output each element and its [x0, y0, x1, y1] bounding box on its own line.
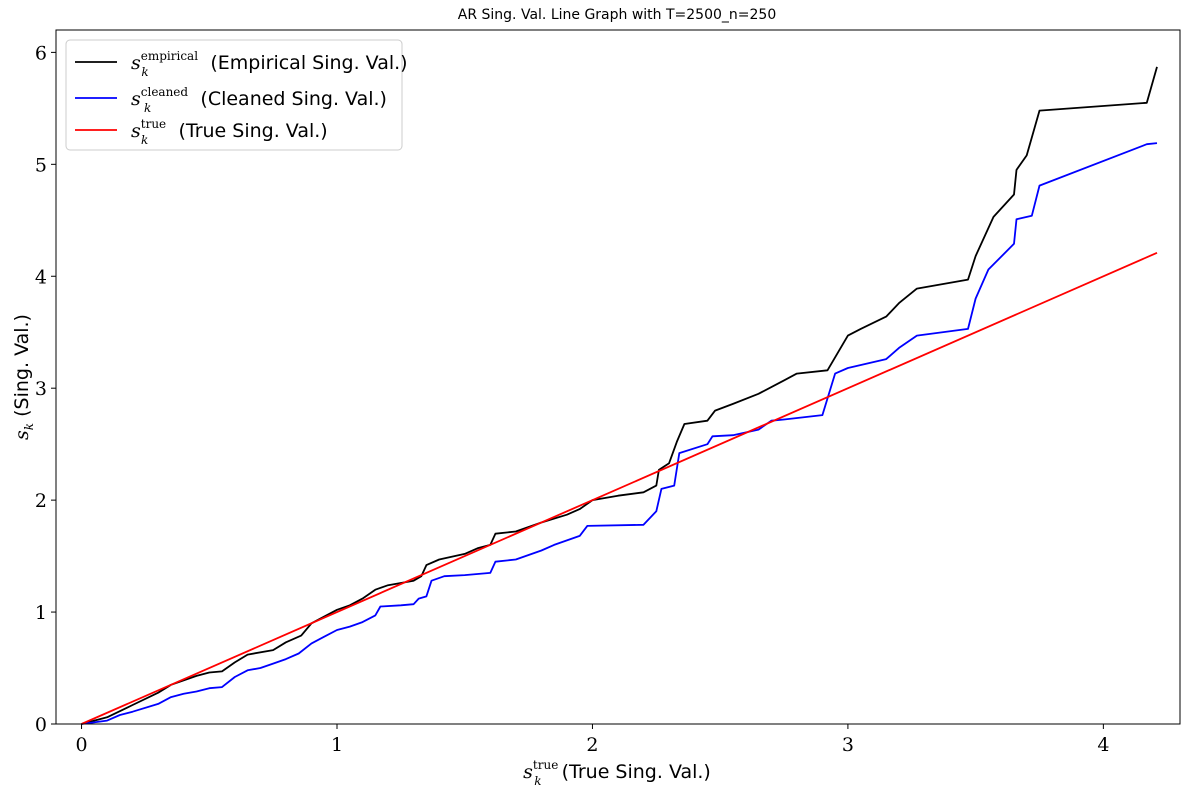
y-tick-label: 0 [35, 714, 47, 736]
series-line-true [81, 251, 1158, 725]
x-axis: 0 1 2 3 4 [75, 724, 1109, 756]
y-tick-label: 6 [35, 42, 47, 64]
y-label-base: s [11, 430, 33, 440]
svg-text:sk (Sing. Val.): sk (Sing. Val.) [11, 314, 36, 440]
x-label-text: (True Sing. Val.) [556, 761, 711, 783]
x-label-base: s [523, 761, 533, 783]
x-label-sub: k [534, 774, 541, 788]
x-tick-label: 3 [842, 734, 854, 756]
legend: sempirical k (Empirical Sing. Val.) sclean… [65, 39, 408, 151]
legend-label: scleaned k (Cleaned Sing. Val.) [131, 85, 387, 115]
x-tick-label: 1 [331, 734, 343, 756]
y-axis: 0 1 2 3 4 5 6 [35, 42, 56, 736]
legend-box [65, 39, 403, 151]
y-axis-label: sk (Sing. Val.) [11, 314, 36, 440]
x-tick-label: 4 [1097, 734, 1109, 756]
y-tick-label: 3 [35, 378, 47, 400]
x-tick-label: 2 [586, 734, 598, 756]
y-tick-label: 4 [35, 266, 47, 288]
legend-label: strue k (True Sing. Val.) [131, 117, 328, 147]
x-axis-label: strue k (True Sing. Val.) [523, 758, 711, 788]
y-tick-label: 1 [35, 602, 47, 624]
plot-lines [81, 66, 1158, 725]
y-label-sub: k [22, 423, 36, 430]
chart-title: AR Sing. Val. Line Graph with T=2500_n=2… [458, 7, 776, 23]
legend-item-cleaned: scleaned k (Cleaned Sing. Val.) [75, 85, 387, 115]
legend-label: sempirical k (Empirical Sing. Val.) [131, 49, 408, 79]
x-tick-label: 0 [75, 734, 87, 756]
y-tick-label: 2 [35, 490, 47, 512]
series-line-empirical [81, 66, 1158, 725]
plot-frame [55, 29, 1181, 725]
y-tick-label: 5 [35, 154, 47, 176]
series-line-cleaned [81, 142, 1158, 725]
legend-item-true: strue k (True Sing. Val.) [75, 117, 328, 147]
x-label-sup: true [533, 758, 558, 772]
legend-item-empirical: sempirical k (Empirical Sing. Val.) [75, 49, 408, 79]
y-label-text: (Sing. Val.) [11, 314, 33, 423]
